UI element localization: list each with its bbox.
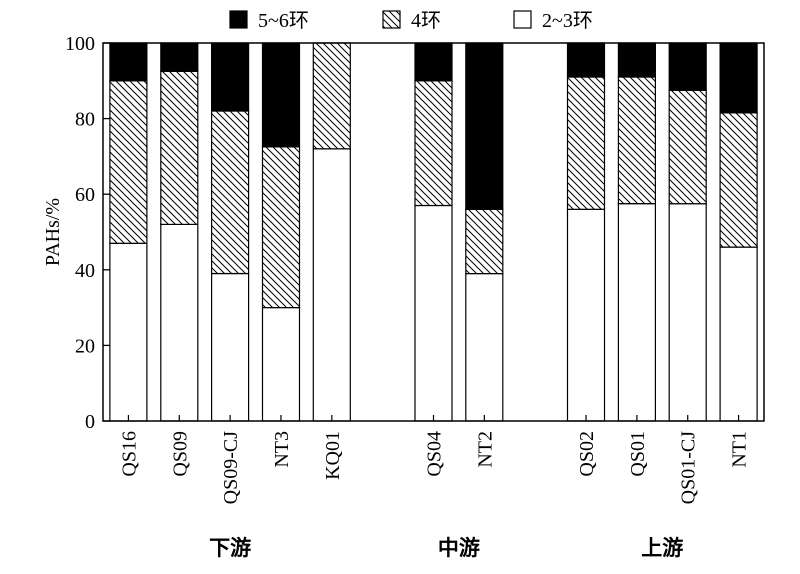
- bar-segment-QS02-3: [566, 42, 606, 78]
- y-axis-title: PAHs/%: [42, 198, 64, 266]
- bar-segment-QS16-3: [109, 42, 148, 82]
- bar-segment-QS04-1: [414, 204, 453, 422]
- y-tick-label: 100: [65, 33, 95, 55]
- y-tick-label: 20: [75, 335, 95, 357]
- bar-segment-QS01-3: [617, 42, 657, 78]
- bar-segment-QS09-1: [160, 223, 199, 422]
- legend: 5~6环 4环 2~3环: [229, 10, 593, 32]
- x-category-label: QS09-CJ: [220, 431, 242, 505]
- bar-segment-QS09-CJ-2: [211, 110, 250, 275]
- bar-segment-QS04-2: [414, 80, 453, 207]
- x-category-label: QS01-CJ: [678, 431, 700, 505]
- y-tick-label: 80: [75, 109, 95, 131]
- legend-label: 2~3环: [542, 10, 593, 32]
- x-category-label: QS16: [118, 431, 140, 477]
- axes: [102, 42, 765, 422]
- bar-segment-NT3-2: [261, 146, 301, 309]
- bar-segment-QS09-3: [160, 42, 199, 72]
- bar-segment-NT1-2: [719, 112, 758, 248]
- bar-segment-NT1-3: [719, 42, 758, 114]
- y-tick-label: 40: [75, 260, 95, 282]
- bars: [109, 42, 758, 422]
- group-label: 下游: [209, 536, 251, 560]
- group-label: 中游: [438, 536, 480, 560]
- legend-swatch: [382, 10, 401, 29]
- bar-segment-QS04-3: [414, 42, 453, 82]
- bar-segment-QS16-2: [109, 80, 148, 244]
- x-category-label: NT2: [474, 431, 496, 468]
- legend-swatch: [513, 10, 532, 29]
- bar-segment-QS01-1: [617, 203, 657, 422]
- x-category-label: QS04: [424, 431, 446, 477]
- bar-segment-NT2-2: [465, 208, 504, 275]
- bar-segment-QS09-2: [160, 70, 199, 226]
- y-tick-label: 0: [85, 411, 95, 433]
- bar-segment-NT2-1: [465, 273, 504, 422]
- legend-swatch: [229, 10, 248, 29]
- bar-segment-NT3-1: [261, 307, 301, 422]
- bar-segment-QS09-CJ-3: [211, 42, 250, 112]
- y-tick-label: 60: [75, 184, 95, 206]
- x-category-label: KQ01: [322, 431, 344, 480]
- bar-segment-QS01-CJ-3: [668, 42, 707, 91]
- bar-segment-QS09-CJ-1: [211, 273, 250, 422]
- bar-segment-QS02-2: [566, 76, 606, 210]
- bar-segment-KQ01-1: [312, 148, 351, 422]
- bar-segment-NT2-3: [465, 42, 504, 210]
- x-category-label: QS09: [169, 431, 191, 477]
- x-category-label: NT1: [729, 431, 751, 468]
- x-category-label: NT3: [271, 431, 293, 468]
- bar-segment-KQ01-2: [312, 42, 351, 150]
- bar-segment-NT1-1: [719, 246, 758, 422]
- legend-label: 4环: [411, 10, 441, 32]
- bar-segment-QS01-CJ-2: [668, 89, 707, 205]
- labels: 0 20 40 60 80 100 QS16 QS09 QS09-CJ NT3 KQ01 QS04 NT…: [42, 33, 751, 560]
- group-label: 上游: [641, 536, 683, 560]
- bar-segment-QS01-CJ-1: [668, 203, 707, 422]
- bar-segment-QS16-1: [109, 242, 148, 422]
- bar-segment-QS02-1: [566, 208, 606, 422]
- legend-label: 5~6环: [258, 10, 309, 32]
- x-category-label: QS02: [576, 431, 598, 477]
- bar-segment-QS01-2: [617, 76, 657, 205]
- bar-segment-NT3-3: [261, 42, 301, 148]
- x-category-label: QS01: [627, 431, 649, 477]
